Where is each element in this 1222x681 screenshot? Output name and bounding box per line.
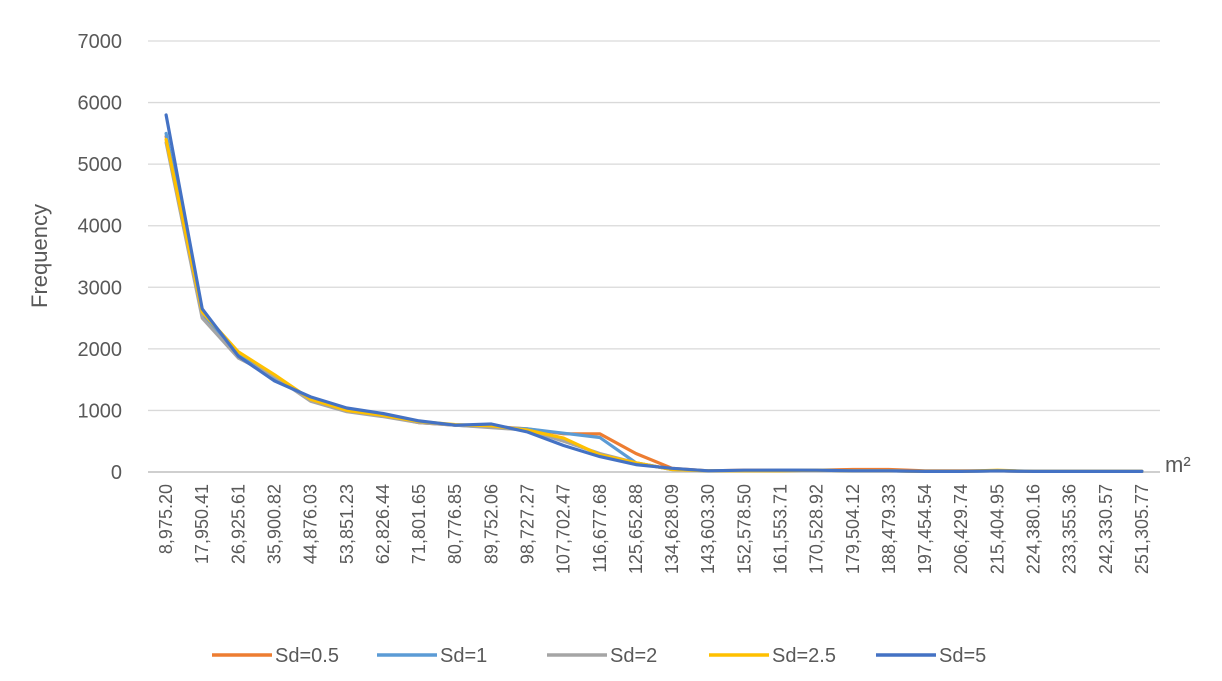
- x-tick-label: 251,305.77: [1132, 484, 1152, 574]
- y-tick-label: 7000: [78, 31, 123, 53]
- series-line-5: [164, 113, 1144, 473]
- x-tick-label: 62,826.44: [373, 484, 393, 564]
- y-axis-title: Frequency: [27, 204, 52, 308]
- series-line-2: [164, 131, 1144, 473]
- series-line-4: [164, 137, 1144, 473]
- x-tick-label: 143,603.30: [698, 484, 718, 574]
- x-tick-label: 80,776.85: [445, 484, 465, 564]
- y-tick-label: 4000: [78, 216, 123, 238]
- y-tick-label: 2000: [78, 339, 123, 361]
- x-tick-label: 152,578.50: [734, 484, 754, 574]
- x-tick-label: 107,702.47: [554, 484, 574, 574]
- legend-item: Sd=2.5: [709, 645, 836, 667]
- x-tick-label: 134,628.09: [662, 484, 682, 574]
- legend-label: Sd=2: [610, 645, 657, 667]
- x-tick-label: 89,752.06: [481, 484, 501, 564]
- legend-item: Sd=2: [547, 645, 657, 667]
- series-lines: [164, 113, 1144, 473]
- x-tick-label: 233,355.36: [1060, 484, 1080, 574]
- x-tick-label: 116,677.68: [590, 484, 610, 573]
- y-tick-label: 6000: [78, 93, 123, 115]
- x-tick-label: 242,330.57: [1096, 484, 1116, 574]
- x-tick-label: 170,528.92: [807, 484, 827, 574]
- legend-item: Sd=5: [876, 645, 986, 667]
- y-tick-label: 3000: [78, 277, 123, 299]
- legend-label: Sd=2.5: [772, 645, 836, 667]
- gridlines: [148, 40, 1160, 412]
- legend-label: Sd=5: [939, 645, 986, 667]
- x-tick-label: 215,404.95: [987, 484, 1007, 574]
- x-tick-label: 35,900.82: [265, 484, 285, 564]
- legend-label: Sd=0.5: [275, 645, 339, 667]
- series-line-1: [164, 134, 1144, 473]
- x-tick-label: 98,727.27: [518, 484, 538, 564]
- x-tick-label: 206,429.74: [951, 484, 971, 574]
- y-tick-label: 0: [111, 462, 122, 484]
- x-axis-ticks: 8,975.20 17,950.41 26,925.61 35,900.82 44,87…: [156, 484, 1152, 574]
- x-tick-label: 71,801.65: [409, 484, 429, 564]
- series-line-3: [164, 141, 1144, 473]
- x-tick-label: 17,950.41: [192, 484, 212, 564]
- legend-label: Sd=1: [440, 645, 487, 667]
- y-tick-label: 5000: [78, 154, 123, 176]
- x-tick-label: 44,876.03: [301, 484, 321, 564]
- legend: Sd=0.5 Sd=1 Sd=2 Sd=2.5 Sd=5: [212, 645, 986, 667]
- x-tick-label: 197,454.54: [915, 484, 935, 574]
- x-tick-label: 188,479.33: [879, 484, 899, 574]
- x-tick-label: 53,851.23: [337, 484, 357, 564]
- x-tick-label: 161,553.71: [771, 484, 791, 574]
- legend-item: Sd=0.5: [212, 645, 339, 667]
- legend-item: Sd=1: [377, 645, 487, 667]
- y-tick-label: 1000: [78, 400, 123, 422]
- x-tick-label: 224,380.16: [1024, 484, 1044, 574]
- y-axis-ticks: 0 1000 2000 3000 4000 5000 6000 7000: [78, 31, 123, 484]
- x-tick-label: 125,652.88: [626, 484, 646, 574]
- x-tick-label: 179,504.12: [843, 484, 863, 574]
- x-tick-label: 26,925.61: [228, 484, 248, 564]
- x-axis-title: m²: [1165, 452, 1191, 477]
- x-tick-label: 8,975.20: [156, 484, 176, 554]
